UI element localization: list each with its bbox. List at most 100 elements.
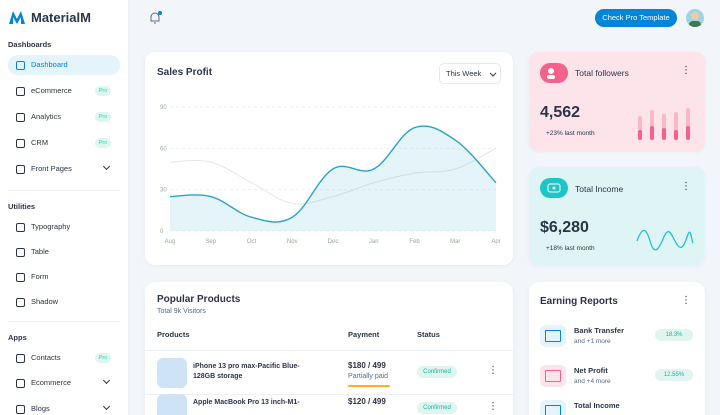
divider	[8, 321, 120, 322]
x-tick-label: Apr	[491, 239, 500, 245]
avatar[interactable]	[686, 9, 704, 27]
nav-icon	[16, 354, 25, 363]
earning-badge: 12.55%	[655, 369, 693, 381]
income-sparkline	[636, 229, 694, 251]
pro-badge: Pro	[95, 112, 111, 122]
x-tick-label: Mar	[450, 239, 460, 245]
x-tick-label: Dec	[328, 239, 339, 245]
nav-item[interactable]: Typography	[31, 222, 71, 231]
followers-icon	[540, 63, 568, 83]
followers-sparkbars	[638, 108, 690, 140]
status-badge: Confirmed	[417, 402, 457, 414]
column-header: Status	[417, 330, 440, 339]
card-title: Popular Products	[157, 294, 241, 305]
nav-item[interactable]: Shadow	[31, 297, 59, 306]
payment-status: Partially paid	[348, 373, 389, 380]
divider	[145, 394, 513, 395]
line	[169, 147, 497, 205]
dropdown-label: This Week	[446, 69, 482, 78]
earning-icon	[540, 365, 566, 387]
more-icon[interactable]: ⋮	[681, 65, 691, 76]
nav-item[interactable]: Analytics	[31, 112, 62, 121]
earning-label: Bank Transfer	[574, 326, 625, 335]
y-tick-label: 90	[160, 105, 167, 111]
product-image	[157, 394, 187, 415]
earning-label: Net Profit	[574, 366, 608, 375]
nav-icon	[16, 223, 25, 232]
nav-item[interactable]: Form	[31, 272, 49, 281]
row-menu[interactable]: ⋮	[488, 401, 498, 412]
logo-svg	[9, 11, 25, 24]
nav-icon	[16, 87, 25, 96]
more-icon[interactable]: ⋮	[681, 295, 691, 306]
nav-icon	[16, 248, 25, 257]
logo-icon	[9, 11, 25, 24]
y-tick-label: 60	[160, 146, 167, 152]
pro-badge: Pro	[95, 353, 111, 363]
nav-item[interactable]: CRM	[31, 138, 49, 147]
stat-title: Total followers	[575, 68, 629, 78]
product-name: 128GB storage	[193, 373, 243, 380]
row-menu[interactable]: ⋮	[488, 365, 498, 376]
nav-icon	[16, 298, 25, 307]
payment-progress	[348, 385, 390, 387]
chevron	[489, 72, 497, 77]
x-tick-label: Jan	[369, 239, 379, 245]
products-card	[145, 282, 513, 415]
card-title: Sales Profit	[157, 67, 213, 78]
pro-badge: Pro	[95, 138, 111, 148]
section-title: Apps	[8, 333, 27, 342]
stat-value: $6,280	[540, 219, 589, 236]
nav-item[interactable]: Blogs	[31, 404, 50, 413]
product-name: iPhone 13 pro max-Pacific Blue-	[193, 363, 300, 370]
icon-svg	[547, 68, 555, 79]
x-tick-label: Sep	[205, 239, 216, 245]
stat-value: 4,562	[540, 104, 581, 121]
card-title: Earning Reports	[540, 296, 618, 307]
section-title: Utilities	[8, 202, 36, 211]
avatar-svg	[689, 12, 701, 27]
sales-profit-card	[145, 52, 513, 265]
nav-icon	[16, 273, 25, 282]
bell-icon[interactable]	[149, 11, 162, 24]
earning-label: Total Income	[574, 401, 620, 410]
bell-svg	[150, 11, 162, 24]
income-icon	[540, 178, 568, 198]
stat-change: +18% last month	[546, 245, 595, 252]
nav-item[interactable]: Front Pages	[31, 164, 72, 173]
pro-button[interactable]: Check Pro Template	[595, 9, 677, 27]
stat-change: +23% last month	[546, 130, 595, 137]
nav-item[interactable]: Dashboard	[31, 60, 68, 69]
nav-icon	[16, 61, 25, 70]
earning-sub: and +1 more	[574, 338, 611, 345]
nav-icon	[16, 405, 25, 414]
section-title: Dashboards	[8, 40, 52, 49]
nav-item[interactable]: Contacts	[31, 353, 61, 362]
status-badge: Confirmed	[417, 366, 457, 378]
nav-icon	[16, 165, 25, 174]
y-tick-label: 0	[160, 229, 164, 235]
brand: MaterialM	[31, 10, 91, 25]
earnings-card	[529, 282, 705, 415]
more-icon[interactable]: ⋮	[681, 181, 691, 192]
earning-icon	[540, 400, 566, 415]
card-subtitle: Total 9k Visitors	[157, 308, 206, 315]
period-dropdown[interactable]: This Week	[439, 63, 501, 84]
nav-item[interactable]: eCommerce	[31, 86, 72, 95]
divider	[8, 190, 120, 191]
nav-item[interactable]: Ecommerce	[31, 378, 72, 387]
nav-icon	[16, 113, 25, 122]
x-tick-label: Aug	[165, 239, 176, 245]
nav-item[interactable]: Table	[31, 247, 49, 256]
pro-badge: Pro	[95, 86, 111, 96]
area	[170, 125, 496, 231]
sales-chart: 0 30 60 90 Aug Sep Oct Nov Dec Jan Feb Mar Apr	[160, 105, 501, 245]
y-tick-label: 30	[160, 188, 167, 194]
nav-icon	[16, 139, 25, 148]
divider	[145, 350, 513, 351]
active-bg	[8, 55, 120, 75]
x-tick-label: Feb	[409, 239, 420, 245]
x-tick-label: Oct	[247, 239, 257, 245]
column-header: Payment	[348, 330, 380, 339]
